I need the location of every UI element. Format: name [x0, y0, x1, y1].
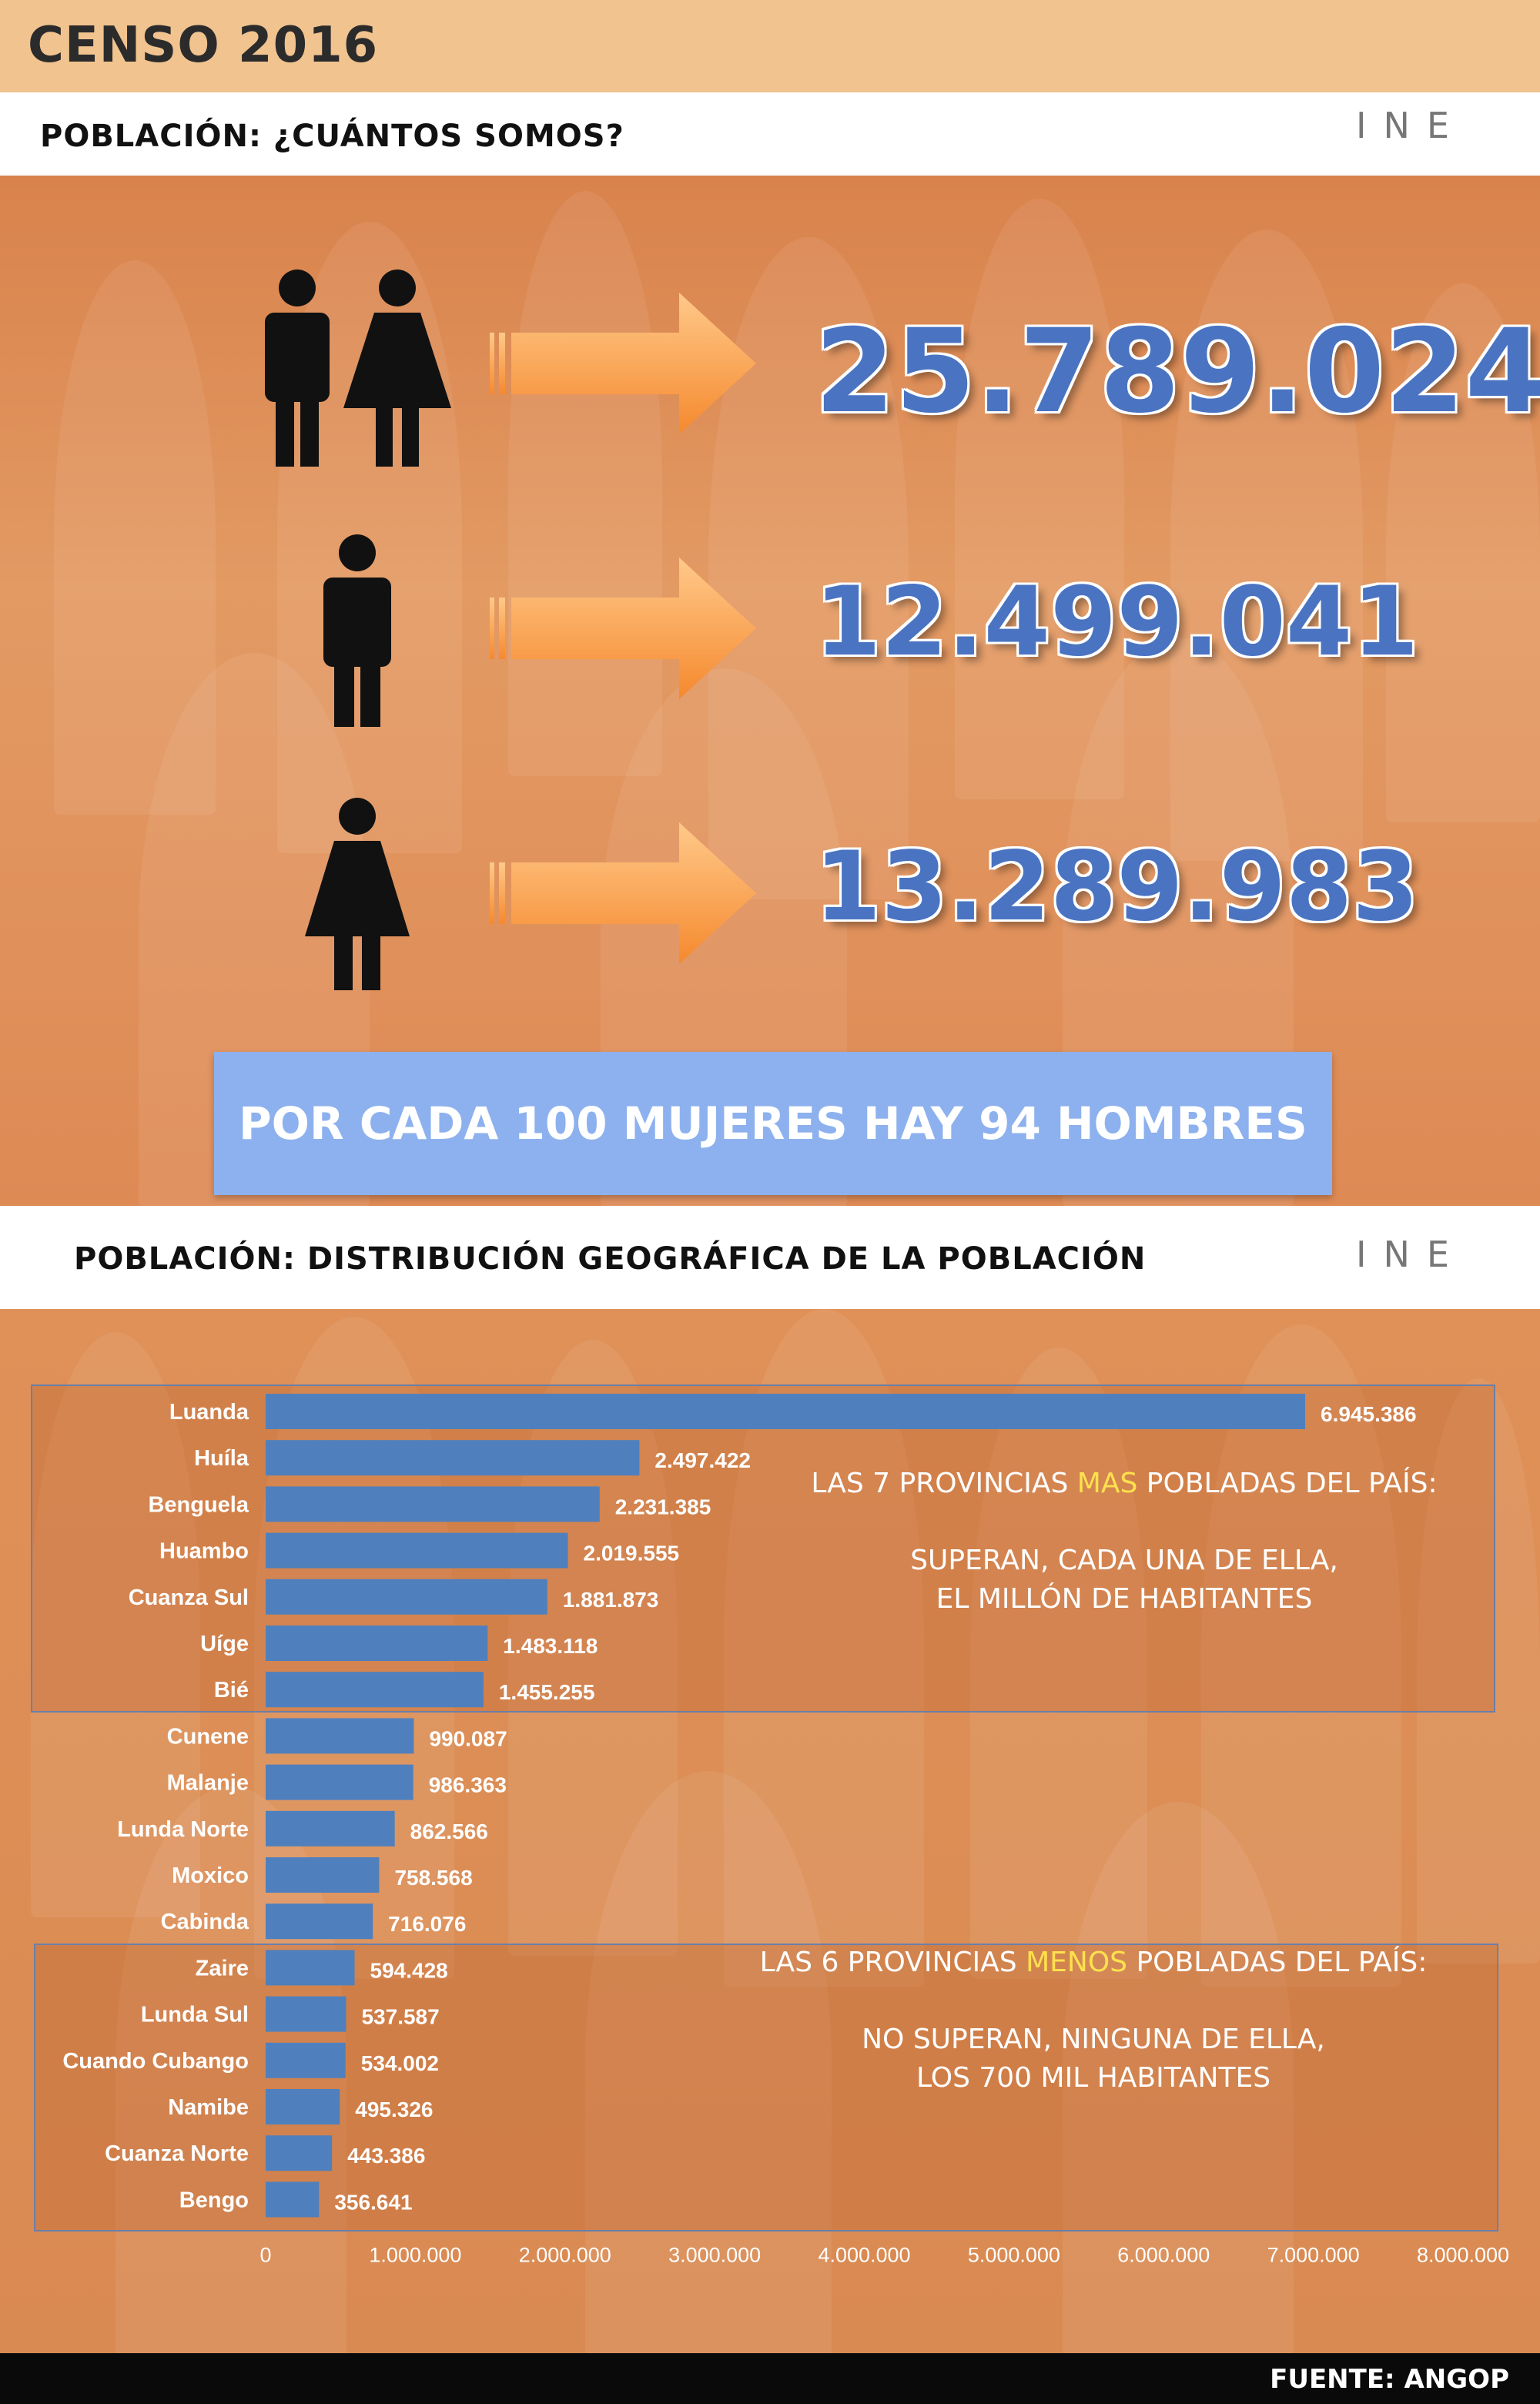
man-icon: [323, 534, 391, 727]
bar: [266, 2089, 340, 2124]
value-label: 1.455.255: [499, 1680, 595, 1704]
value-label: 594.428: [370, 1958, 448, 1982]
value-label: 443.386: [347, 2144, 425, 2168]
bottom-note-line1: NO SUPERAN, NINGUNA DE ELLA,: [862, 2024, 1325, 2055]
category-label: Moxico: [172, 1863, 249, 1888]
value-label: 2.497.422: [654, 1448, 751, 1472]
value-label: 1.483.118: [503, 1634, 598, 1658]
man-woman-icon: [265, 270, 451, 467]
woman-icon: [305, 798, 410, 990]
bar: [266, 1394, 1306, 1429]
x-tick-label: 3.000.000: [668, 2244, 761, 2267]
arrow-right-icon: [490, 557, 756, 699]
bar: [266, 2181, 320, 2218]
value-label: 2.019.555: [584, 1542, 680, 1565]
bottom-provinces-note: LAS 6 PROVINCIAS MENOS POBLADAS DEL PAÍS…: [716, 1944, 1471, 2098]
category-label: Bié: [214, 1678, 249, 1703]
top-provinces-note: LAS 7 PROVINCIAS MAS POBLADAS DEL PAÍS: …: [770, 1465, 1478, 1619]
category-label: Cabinda: [161, 1910, 249, 1934]
x-tick-label: 4.000.000: [818, 2244, 910, 2267]
category-label: Huíla: [194, 1446, 249, 1471]
bar: [266, 1764, 413, 1800]
x-tick-label: 7.000.000: [1267, 2244, 1360, 2267]
value-label: 2.231.385: [615, 1495, 711, 1518]
bar: [266, 1857, 380, 1893]
x-tick-label: 0: [259, 2244, 271, 2267]
bar: [266, 1626, 488, 1661]
category-label: Lunda Sul: [141, 2003, 249, 2027]
category-label: Bengo: [179, 2188, 249, 2212]
category-label: Lunda Norte: [117, 1817, 249, 1842]
bar: [266, 1672, 484, 1708]
footer: FUENTE: ANGOP: [0, 2353, 1540, 2404]
category-label: Cuando Cubango: [62, 2049, 249, 2074]
category-label: Cunene: [167, 1724, 249, 1749]
value-label: 6.945.386: [1321, 1402, 1417, 1426]
section2-band: POBLACIÓN: DISTRIBUCIÓN GEOGRÁFICA DE LA…: [0, 1206, 1540, 1309]
value-label: 1.881.873: [563, 1588, 659, 1612]
value-label: 534.002: [361, 2051, 439, 2075]
section1-background: [0, 176, 1540, 1207]
ine-logo: INE: [1355, 105, 1466, 146]
category-label: Namibe: [168, 2095, 249, 2120]
value-label: 758.568: [394, 1866, 472, 1890]
category-label: Malanje: [167, 1771, 249, 1796]
page-title: CENSO 2016: [28, 17, 379, 74]
category-label: Huambo: [159, 1539, 249, 1564]
bar: [266, 2042, 346, 2078]
top-note-line1: SUPERAN, CADA UNA DE ELLA,: [910, 1545, 1338, 1576]
value-label: 356.641: [334, 2190, 412, 2214]
category-label: Benguela: [148, 1492, 249, 1517]
x-tick-label: 6.000.000: [1117, 2244, 1210, 2267]
value-label: 537.587: [361, 2005, 439, 2029]
value-label: 716.076: [388, 1912, 466, 1936]
bar: [266, 1810, 395, 1847]
category-label: Zaire: [196, 1956, 249, 1980]
bottom-note-heading: LAS 6 PROVINCIAS MENOS POBLADAS DEL PAÍS…: [759, 1947, 1428, 1978]
category-label: Uíge: [200, 1632, 249, 1656]
women-population: 13.289.983: [815, 832, 1419, 943]
total-population: 25.789.024: [815, 305, 1540, 439]
bar: [266, 1996, 346, 2032]
category-label: Cuanza Norte: [105, 2141, 249, 2166]
arrow-right-icon: [490, 293, 756, 434]
ine-logo: INE: [1355, 1234, 1466, 1275]
value-label: 862.566: [410, 1820, 488, 1843]
bar: [266, 1950, 355, 1986]
population-bar-chart: Luanda 6.945.386 Huíla 2.497.422 Benguela 2.2…: [62, 1394, 1509, 2267]
section1-band: POBLACIÓN: ¿CUÁNTOS SOMOS? INE: [0, 92, 1540, 176]
bar: [266, 2135, 333, 2171]
bottom-note-line2: LOS 700 MIL HABITANTES: [916, 2062, 1271, 2094]
bar: [266, 1532, 568, 1569]
category-label: Cuanza Sul: [129, 1585, 249, 1610]
value-label: 990.087: [429, 1726, 507, 1750]
x-tick-label: 1.000.000: [369, 2244, 461, 2267]
top-bar: CENSO 2016: [0, 0, 1540, 92]
men-population: 12.499.041: [815, 567, 1419, 678]
category-label: Luanda: [169, 1400, 249, 1425]
section2-title: POBLACIÓN: DISTRIBUCIÓN GEOGRÁFICA DE LA…: [74, 1241, 1147, 1277]
ratio-box: POR CADA 100 MUJERES HAY 94 HOMBRES: [214, 1052, 1332, 1195]
value-label: 986.363: [429, 1773, 507, 1797]
bar: [266, 1903, 373, 1940]
bar: [266, 1579, 547, 1615]
section1-title: POBLACIÓN: ¿CUÁNTOS SOMOS?: [40, 119, 624, 154]
x-tick-label: 5.000.000: [968, 2244, 1060, 2267]
top-note-line2: EL MILLÓN DE HABITANTES: [936, 1583, 1313, 1615]
source-label: FUENTE: ANGOP: [1270, 2364, 1509, 2395]
bar: [266, 1440, 640, 1476]
value-label: 495.326: [355, 2098, 433, 2121]
bar: [266, 1718, 414, 1754]
ratio-text: POR CADA 100 MUJERES HAY 94 HOMBRES: [239, 1097, 1307, 1150]
section2-background: [0, 1309, 1540, 2356]
arrow-right-icon: [490, 822, 756, 964]
x-tick-label: 2.000.000: [519, 2244, 611, 2267]
top-note-heading: LAS 7 PROVINCIAS MAS POBLADAS DEL PAÍS:: [811, 1468, 1438, 1499]
x-tick-label: 8.000.000: [1417, 2244, 1509, 2267]
bar: [266, 1486, 600, 1522]
